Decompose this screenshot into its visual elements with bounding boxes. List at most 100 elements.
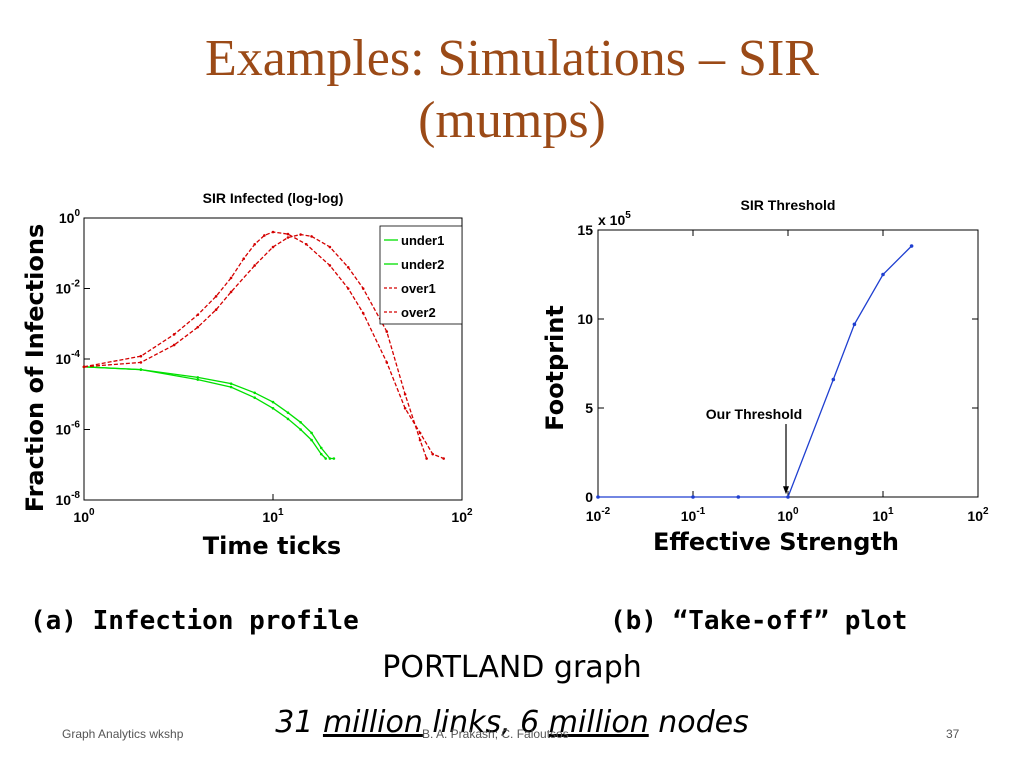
footer-left: Graph Analytics wkshp (62, 727, 184, 741)
data-point (310, 438, 313, 442)
legend-box (379, 225, 463, 325)
data-point (286, 411, 290, 414)
y-tick-label: 5 (585, 400, 593, 416)
chart-b-xlabel: Effective Strength (652, 528, 900, 556)
data-point (425, 457, 428, 460)
data-point (418, 431, 422, 435)
data-point (242, 257, 246, 261)
data-point (403, 406, 407, 410)
footer-center: B. A. Prakash; C. Faloutsos (422, 727, 569, 741)
data-point (214, 308, 218, 312)
data-point (196, 376, 200, 379)
data-point (346, 287, 350, 290)
y-tick-label: 10-6 (56, 420, 81, 438)
data-point (229, 276, 233, 280)
data-point (431, 452, 435, 456)
sir-infected-chart: SIR Infected (log-log) 100 101 102 100 10-2 10… (56, 190, 473, 525)
data-point (332, 457, 336, 460)
data-point (271, 230, 275, 234)
data-point (881, 272, 885, 277)
data-point (253, 391, 256, 395)
data-point (361, 287, 365, 290)
data-point (263, 234, 266, 237)
y-tick-label: 15 (577, 222, 593, 238)
data-point (229, 385, 233, 389)
series-line-over2 (83, 233, 428, 459)
y-multiplier-label: x 105 (598, 210, 631, 228)
data-point (786, 495, 790, 499)
data-point (196, 378, 200, 381)
data-point (253, 264, 256, 267)
data-point (385, 361, 389, 364)
series-line-under1 (83, 366, 334, 460)
data-point (852, 322, 857, 327)
chart-a-ylabel: Fraction of Infections (21, 223, 49, 513)
data-point (82, 365, 86, 369)
x-tick-label: 100 (73, 507, 95, 525)
data-point (139, 368, 143, 371)
data-point (299, 428, 302, 431)
data-point (346, 265, 350, 269)
data-point (286, 417, 290, 421)
data-point (286, 236, 290, 239)
legend-label: over2 (401, 305, 436, 320)
plot-frame (597, 229, 979, 498)
annotation-text: Our Threshold (706, 406, 802, 422)
legend-label: under1 (401, 233, 444, 248)
data-point (139, 354, 143, 358)
x-tick-label: 101 (262, 507, 284, 525)
data-point (310, 235, 313, 238)
data-point (229, 382, 233, 385)
data-point (271, 406, 275, 410)
data-point (196, 325, 200, 329)
y-tick-label: 10-8 (56, 490, 81, 508)
data-point (403, 392, 407, 396)
y-tick-label: 100 (59, 208, 81, 226)
data-point (324, 457, 327, 460)
y-tick-label: 10-4 (56, 349, 81, 367)
chart-b-title: SIR Threshold (741, 197, 836, 213)
data-point (736, 495, 741, 499)
data-point (909, 244, 914, 248)
title-line-2: (mumps) (418, 92, 606, 149)
data-point (361, 311, 365, 315)
x-tick-label: 100 (777, 506, 799, 524)
data-point (328, 245, 332, 249)
graph-size-part-5: nodes (648, 705, 749, 740)
sir-threshold-chart: SIR Threshold x 105 10-2 10-1 100 101 102 0 5 10 1… (577, 197, 989, 524)
data-point (271, 400, 275, 404)
graph-name: PORTLAND graph (382, 650, 642, 685)
data-point (196, 313, 200, 317)
data-point (229, 290, 233, 294)
annotation-arrow-head (783, 486, 789, 495)
x-tick-label: 102 (451, 507, 473, 525)
x-tick-label: 10-2 (586, 506, 611, 524)
data-point (328, 457, 332, 460)
slide-title: Examples: Simulations – SIR (mumps) (0, 28, 1024, 152)
y-tick-label: 10-2 (56, 279, 81, 297)
y-tick-label: 0 (585, 489, 593, 505)
chart-a-xlabel: Time ticks (202, 532, 342, 560)
data-point (304, 242, 308, 246)
data-point (442, 457, 445, 460)
data-point (831, 377, 836, 382)
graph-size: 31 million links, 6 million nodes (0, 705, 1024, 740)
legend-label: over1 (401, 281, 436, 296)
caption-b: (b) “Take-off” plot (610, 606, 908, 636)
data-point (139, 361, 143, 364)
data-point (253, 242, 256, 246)
data-point (172, 343, 176, 347)
data-point (299, 421, 302, 424)
page-number: 37 (946, 727, 960, 741)
data-point (299, 233, 302, 236)
data-point (319, 446, 323, 450)
data-point (286, 232, 290, 236)
x-tick-label: 10-1 (681, 506, 706, 524)
x-tick-label: 102 (967, 506, 989, 524)
chart-a-title: SIR Infected (log-log) (203, 190, 344, 206)
data-point (319, 452, 323, 456)
threshold-series-line (598, 245, 913, 498)
series-line-over1 (83, 231, 444, 460)
y-tick-label: 10 (577, 311, 593, 327)
graph-size-part-3: links, 6 (422, 705, 549, 740)
